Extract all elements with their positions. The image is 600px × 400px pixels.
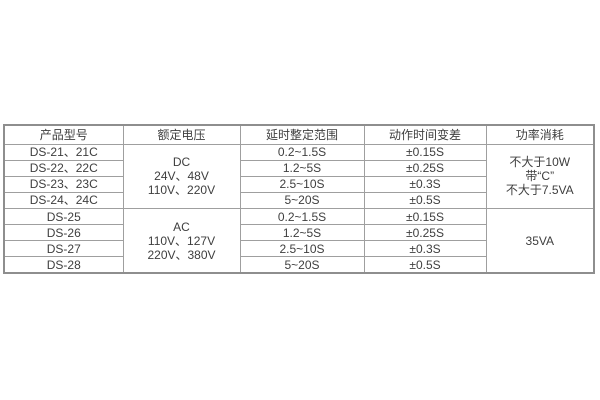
voltage-line: 24V、48V [154,169,209,184]
power-line: 带“C” [525,169,555,184]
voltage-cell-ac: AC 110V、127V 220V、380V [122,208,241,274]
col-header-variance: 动作时间变差 [363,124,487,145]
range-cell: 2.5~10S [239,175,365,193]
model-cell: DS-23、23C [3,175,124,193]
variance-cell: ±0.5S [363,256,487,274]
variance-cell: ±0.3S [363,240,487,258]
voltage-line: 110V、220V [147,183,216,198]
range-cell: 1.2~5S [239,159,365,177]
model-cell: DS-22、22C [3,159,124,177]
model-cell: DS-27 [3,240,124,258]
table-row: DS-21、21C DC 24V、48V 110V、220V 0.2~1.5S … [3,143,595,209]
power-cell-dc: 不大于10W 带“C” 不大于7.5VA [485,143,595,209]
variance-cell: ±0.25S [363,224,487,242]
voltage-cell-dc: DC 24V、48V 110V、220V [122,143,241,209]
col-header-model: 产品型号 [3,124,124,145]
table-row: DS-27 2.5~10S ±0.3S [3,240,594,258]
model-cell: DS-25 [3,207,124,226]
voltage-line: 110V、127V [147,233,216,248]
model-cell: DS-21、21C [3,143,124,161]
col-header-power: 功率消耗 [485,124,595,145]
model-cell: DS-28 [3,256,124,274]
power-line: 不大于10W [509,155,571,170]
range-cell: 2.5~10S [239,240,365,258]
voltage-line: DC [172,155,191,170]
table-row: DS-26 1.2~5S ±0.25S [3,224,594,242]
relay-spec-table: 产品型号 额定电压 延时整定范围 动作时间变差 功率消耗 DS-21、21C D… [3,124,595,274]
range-cell: 0.2~1.5S [239,143,365,161]
voltage-line: AC [173,219,190,234]
range-cell: 5~20S [239,191,365,210]
table-row: DS-25 AC 110V、127V 220V、380V 0.2~1.5S ±0… [3,207,595,274]
range-cell: 0.2~1.5S [239,207,365,226]
col-header-voltage: 额定电压 [122,124,241,145]
variance-cell: ±0.3S [363,175,487,193]
variance-cell: ±0.5S [363,191,487,210]
table-row: DS-23、23C 2.5~10S ±0.3S [3,175,594,193]
model-cell: DS-26 [3,224,124,242]
variance-cell: ±0.15S [363,207,487,226]
model-cell: DS-24、24C [3,191,124,210]
power-cell-ac: 35VA [485,208,595,274]
range-cell: 5~20S [239,256,365,274]
col-header-range: 延时整定范围 [239,124,365,145]
header-row: 产品型号 额定电压 延时整定范围 动作时间变差 功率消耗 [3,124,595,145]
variance-cell: ±0.15S [363,143,487,161]
variance-cell: ±0.25S [363,159,487,177]
power-line: 35VA [525,233,554,248]
voltage-line: 220V、380V [147,247,216,262]
power-line: 不大于7.5VA [505,183,574,198]
table-row: DS-28 5~20S ±0.5S [3,256,594,274]
range-cell: 1.2~5S [239,224,365,242]
